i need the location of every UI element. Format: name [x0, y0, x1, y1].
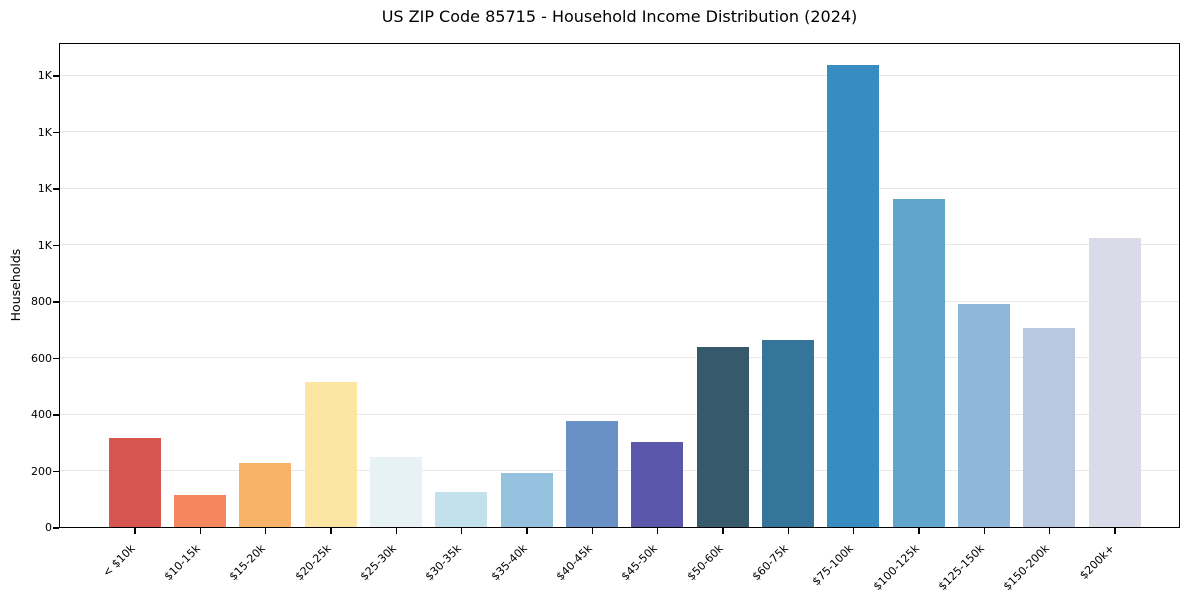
y-tick-mark: [53, 188, 59, 190]
y-tick-mark: [53, 527, 59, 529]
gridline: [60, 300, 1179, 302]
y-tick-label: 800: [31, 295, 52, 309]
y-tick-mark: [53, 75, 59, 77]
x-tick-label-text: $75-100k: [810, 541, 857, 589]
x-tick-mark: [918, 528, 920, 534]
bar-30-35k: [435, 492, 488, 527]
y-tick-label: 0: [45, 521, 52, 534]
x-tick-mark: [1114, 528, 1116, 534]
x-tick-mark: [722, 528, 724, 534]
x-tick-label-text: $60-75k: [749, 541, 791, 584]
bar-45-50k: [631, 442, 684, 527]
x-tick-label-text: $35-40k: [488, 541, 530, 584]
x-tick-label-text: < $10k: [100, 541, 138, 580]
x-tick-label-text: $10-15k: [161, 541, 203, 584]
x-tick-mark: [787, 528, 789, 534]
x-tick-mark: [461, 528, 463, 534]
bar-10-15k: [173, 495, 226, 527]
y-tick-label: 200: [31, 464, 52, 478]
bar-10k: [108, 438, 161, 527]
x-tick-label-text: $50-60k: [684, 541, 726, 584]
x-tick-label-text: $100-125k: [870, 541, 922, 590]
y-tick-mark: [53, 244, 59, 247]
y-tick-label: 1K: [37, 182, 52, 196]
y-tick-mark: [53, 301, 59, 303]
x-tick-mark: [1048, 528, 1051, 534]
x-tick-mark: [591, 528, 593, 534]
bar-25-30k: [369, 457, 422, 527]
x-tick-label-text: $25-30k: [357, 541, 399, 584]
y-tick-mark: [53, 131, 59, 134]
gridline: [60, 187, 1179, 189]
y-tick-label: 1K: [37, 238, 52, 252]
bar-150-200k: [1023, 327, 1076, 527]
gridline: [60, 131, 1179, 133]
x-tick-label-text: $15-20k: [226, 541, 269, 584]
bar-100-125k: [892, 199, 945, 527]
x-tick-label-text: $150-200k: [1001, 541, 1053, 590]
x-tick-mark: [134, 528, 136, 534]
gridline: [60, 470, 1179, 472]
y-tick-label: 400: [31, 408, 52, 421]
bar-60-75k: [761, 339, 814, 527]
chart-title: US ZIP Code 85715 - Household Income Dis…: [381, 7, 858, 26]
y-tick-label: 1K: [37, 69, 52, 83]
y-tick-mark: [53, 357, 59, 360]
x-tick-mark: [526, 528, 528, 534]
y-tick-label: 1K: [37, 125, 52, 139]
x-tick-mark: [656, 528, 659, 534]
gridline: [60, 244, 1179, 246]
bar-40-45k: [565, 420, 618, 527]
x-tick-label-text: $125-150k: [935, 541, 987, 590]
bar-125-150k: [957, 303, 1010, 527]
x-tick-mark: [199, 528, 201, 534]
x-tick-mark: [852, 528, 855, 534]
x-tick-mark: [983, 528, 985, 534]
y-tick-label: 600: [31, 351, 52, 365]
bar-75-100k: [827, 65, 880, 527]
x-tick-mark: [395, 528, 397, 534]
bar-15-20k: [239, 462, 292, 527]
bar-50-60k: [696, 346, 749, 527]
x-tick-label-text: $20-25k: [292, 541, 334, 584]
x-tick-label-text: $40-45k: [553, 541, 595, 584]
plot-inner: [60, 44, 1179, 527]
bar-20-25k: [304, 382, 357, 527]
bar-200k: [1088, 237, 1141, 527]
x-tick-mark: [265, 528, 267, 534]
gridline: [60, 357, 1179, 359]
x-tick-mark: [330, 528, 332, 534]
x-tick-label-text: $45-50k: [618, 541, 661, 584]
gridline: [60, 74, 1179, 76]
y-tick-mark: [53, 470, 59, 473]
x-tick-label-text: $200k+: [1077, 541, 1118, 582]
plot-area: [59, 43, 1180, 528]
y-tick-mark: [53, 414, 59, 416]
gridline: [60, 413, 1179, 415]
x-tick-label-text: $30-35k: [422, 541, 465, 584]
bar-35-40k: [500, 473, 553, 527]
